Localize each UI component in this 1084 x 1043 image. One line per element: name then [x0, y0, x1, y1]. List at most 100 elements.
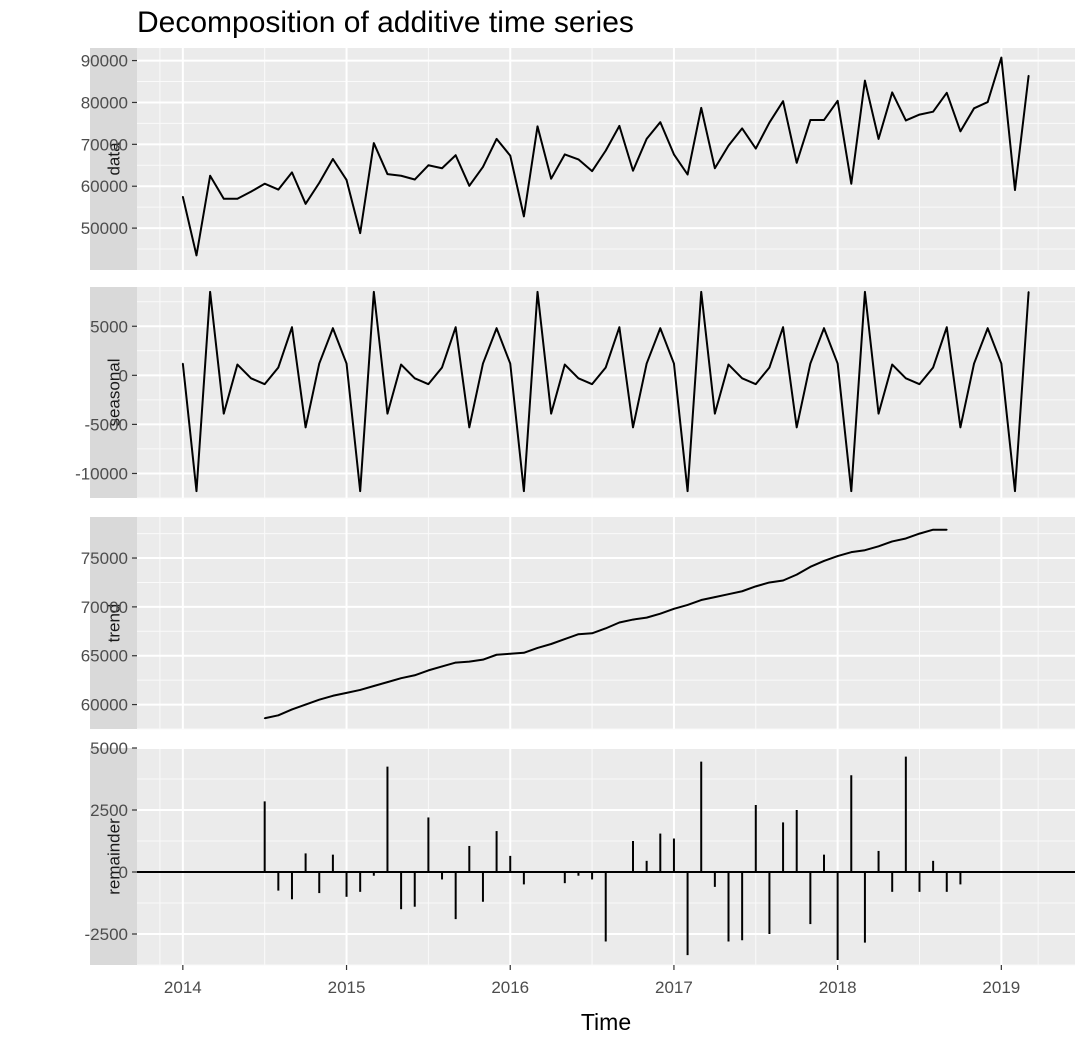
data-point — [891, 363, 894, 366]
data-point — [495, 327, 498, 330]
data-point — [536, 647, 539, 649]
data-point — [413, 674, 416, 677]
data-point — [754, 585, 757, 588]
data-point — [318, 362, 321, 365]
data-point — [823, 560, 825, 562]
data-point — [673, 153, 675, 156]
data-point — [591, 632, 593, 635]
data-point — [182, 362, 184, 365]
data-point — [700, 599, 703, 601]
data-point — [509, 652, 512, 655]
data-point — [250, 377, 252, 380]
panel-gridlines — [137, 48, 1075, 270]
data-point — [836, 555, 839, 557]
panel-data: data 50000 60000 70000 80000 90000 — [81, 48, 1075, 270]
data-point — [795, 573, 798, 576]
data-point — [427, 669, 430, 672]
data-point — [195, 254, 198, 257]
data-point — [291, 171, 293, 174]
data-point — [591, 170, 593, 172]
data-point — [686, 604, 689, 606]
x-tick-label: 2014 — [164, 978, 202, 997]
data-point — [1000, 56, 1003, 59]
panel-seasonal: seasonal -10000 -5000 0 5000 — [75, 287, 1075, 499]
data-point — [673, 608, 675, 610]
data-point — [332, 694, 334, 697]
data-point — [864, 549, 866, 552]
data-point — [468, 660, 471, 663]
y-tick-label: 60000 — [81, 177, 128, 196]
data-point — [986, 101, 989, 103]
data-point — [686, 490, 689, 492]
data-point — [209, 174, 211, 177]
data-point — [727, 144, 730, 147]
panel-background — [137, 517, 1075, 729]
data-point — [536, 291, 539, 293]
data-point — [386, 412, 389, 415]
data-point — [741, 127, 743, 130]
data-point — [905, 377, 907, 380]
data-point — [659, 612, 662, 615]
panel-remainder: remainder -2500 0 2500 5000 — [85, 739, 1075, 966]
data-point — [250, 190, 252, 193]
data-point — [918, 532, 921, 535]
data-point — [345, 362, 348, 365]
data-point — [291, 708, 293, 711]
y-tick-label: 75000 — [81, 549, 128, 568]
data-point — [686, 173, 689, 176]
data-point — [836, 99, 839, 102]
data-point — [659, 121, 662, 123]
data-point — [332, 158, 334, 160]
data-point — [645, 138, 648, 140]
data-point — [945, 528, 948, 531]
data-point — [850, 490, 853, 492]
data-point — [441, 665, 443, 668]
data-point — [482, 362, 484, 365]
strip-label-data: data — [105, 142, 124, 176]
data-point — [495, 138, 498, 140]
data-point — [700, 107, 703, 109]
data-point — [482, 658, 484, 661]
y-tick-label: 2500 — [90, 801, 128, 820]
data-point — [1014, 490, 1016, 492]
data-point — [304, 203, 307, 205]
y-tick-label: 0 — [119, 366, 128, 385]
data-point — [1000, 362, 1003, 365]
data-point — [809, 362, 812, 365]
data-point — [645, 362, 648, 365]
panel-background — [137, 287, 1075, 498]
data-point — [509, 362, 512, 365]
data-point — [195, 490, 198, 492]
y-tick-label: 60000 — [81, 696, 128, 715]
data-point — [1027, 291, 1030, 293]
data-point — [645, 616, 648, 619]
series-trend — [263, 528, 948, 720]
data-point — [795, 161, 798, 164]
data-point — [959, 130, 962, 133]
data-point — [604, 149, 607, 152]
data-point — [945, 326, 948, 329]
y-axis-seasonal: -10000 -5000 0 5000 — [75, 317, 137, 483]
data-point — [400, 677, 402, 679]
data-point — [222, 412, 225, 415]
data-point — [550, 412, 552, 415]
y-axis-remainder: -2500 0 2500 5000 — [85, 739, 137, 944]
panel-strip — [90, 48, 137, 270]
panel-strip — [90, 517, 137, 729]
y-tick-label: 90000 — [81, 52, 128, 71]
data-point — [277, 366, 280, 369]
data-point — [373, 142, 375, 144]
data-point — [741, 590, 743, 593]
data-point — [291, 326, 293, 329]
x-tick-label: 2018 — [819, 978, 857, 997]
y-tick-label: -5000 — [85, 415, 128, 434]
data-point — [918, 113, 921, 116]
data-point — [905, 537, 907, 540]
x-tick-label: 2019 — [982, 978, 1020, 997]
data-point — [332, 327, 334, 330]
data-point — [809, 566, 812, 568]
data-point — [877, 412, 880, 415]
data-point — [577, 158, 580, 161]
strip-label-remainder: remainder — [105, 818, 124, 895]
data-point — [236, 197, 239, 200]
